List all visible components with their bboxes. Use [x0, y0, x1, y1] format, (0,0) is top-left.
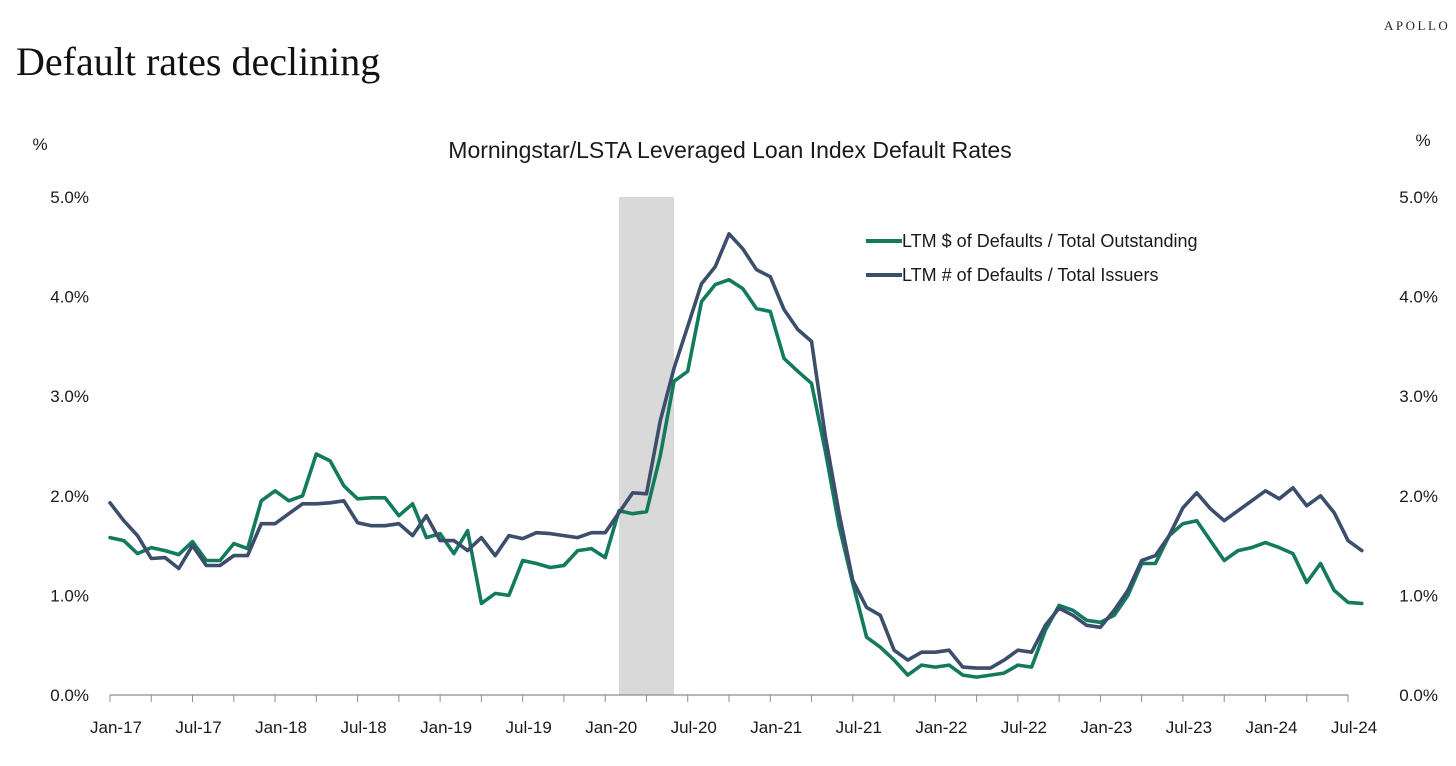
y-tick-label-right: 1.0%: [1399, 586, 1438, 605]
x-tick-label: Jan-23: [1080, 718, 1132, 737]
series-line-issuer-defaults: [108, 232, 1364, 670]
x-tick-label: Jan-19: [420, 718, 472, 737]
x-tick-label: Jul-23: [1166, 718, 1212, 737]
y-axis-unit-right: %: [1415, 131, 1430, 150]
y-tick-label-left: 2.0%: [50, 487, 89, 506]
y-tick-label-left: 0.0%: [50, 686, 89, 705]
y-tick-label-left: 5.0%: [50, 188, 89, 207]
x-tick-label: Jul-22: [1001, 718, 1047, 737]
y-tick-label-right: 4.0%: [1399, 288, 1438, 307]
y-tick-label-left: 3.0%: [50, 387, 89, 406]
y-tick-label-left: 1.0%: [50, 586, 89, 605]
x-tick-label: Jan-22: [915, 718, 967, 737]
y-tick-label-right: 2.0%: [1399, 487, 1438, 506]
x-tick-label: Jan-17: [90, 718, 142, 737]
page-title: Default rates declining: [16, 39, 381, 84]
x-tick-label: Jan-20: [585, 718, 637, 737]
x-tick-label: Jul-18: [340, 718, 386, 737]
y-axis-unit-left: %: [32, 135, 47, 154]
y-tick-label-left: 4.0%: [50, 288, 89, 307]
chart-title: Morningstar/LSTA Leveraged Loan Index De…: [448, 137, 1011, 163]
x-tick-label: Jan-24: [1245, 718, 1297, 737]
y-tick-label-right: 3.0%: [1399, 387, 1438, 406]
x-tick-label: Jul-19: [506, 718, 552, 737]
shaded-region: [618, 197, 674, 695]
legend-label: LTM $ of Defaults / Total Outstanding: [902, 231, 1198, 251]
y-tick-label-right: 5.0%: [1399, 188, 1438, 207]
series-line-dollar-defaults: [108, 277, 1364, 679]
x-tick-label: Jul-17: [175, 718, 221, 737]
x-tick-label: Jul-24: [1331, 718, 1377, 737]
chart-legend: LTM $ of Defaults / Total Outstanding LTM…: [866, 231, 1198, 285]
x-tick-label: Jan-21: [750, 718, 802, 737]
y-tick-label-right: 0.0%: [1399, 686, 1438, 705]
x-tick-label: Jul-21: [836, 718, 882, 737]
legend-label: LTM # of Defaults / Total Issuers: [902, 265, 1158, 285]
x-tick-label: Jan-18: [255, 718, 307, 737]
brand-logo: APOLLO: [1384, 18, 1451, 33]
x-tick-label: Jul-20: [671, 718, 717, 737]
